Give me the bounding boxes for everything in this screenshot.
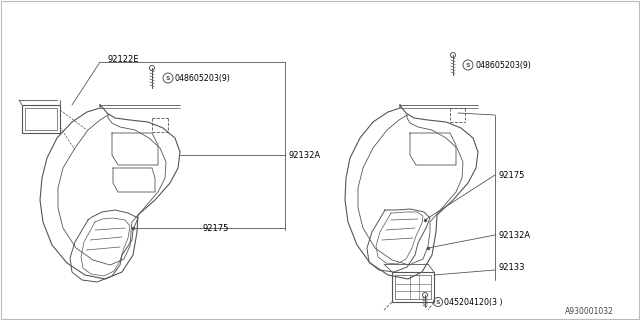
Text: 92175: 92175: [202, 223, 228, 233]
Text: 92132A: 92132A: [498, 230, 530, 239]
Text: 92132A: 92132A: [288, 150, 320, 159]
Text: S: S: [166, 76, 170, 81]
Text: S: S: [466, 62, 470, 68]
Text: A930001032: A930001032: [565, 308, 614, 316]
Text: 92122E: 92122E: [107, 54, 138, 63]
Text: 048605203(9): 048605203(9): [475, 60, 531, 69]
Text: 92133: 92133: [498, 263, 525, 273]
Text: 92175: 92175: [498, 171, 524, 180]
Text: S: S: [436, 300, 440, 305]
Text: 048605203(9): 048605203(9): [174, 74, 230, 83]
Text: 045204120(3 ): 045204120(3 ): [444, 298, 502, 307]
